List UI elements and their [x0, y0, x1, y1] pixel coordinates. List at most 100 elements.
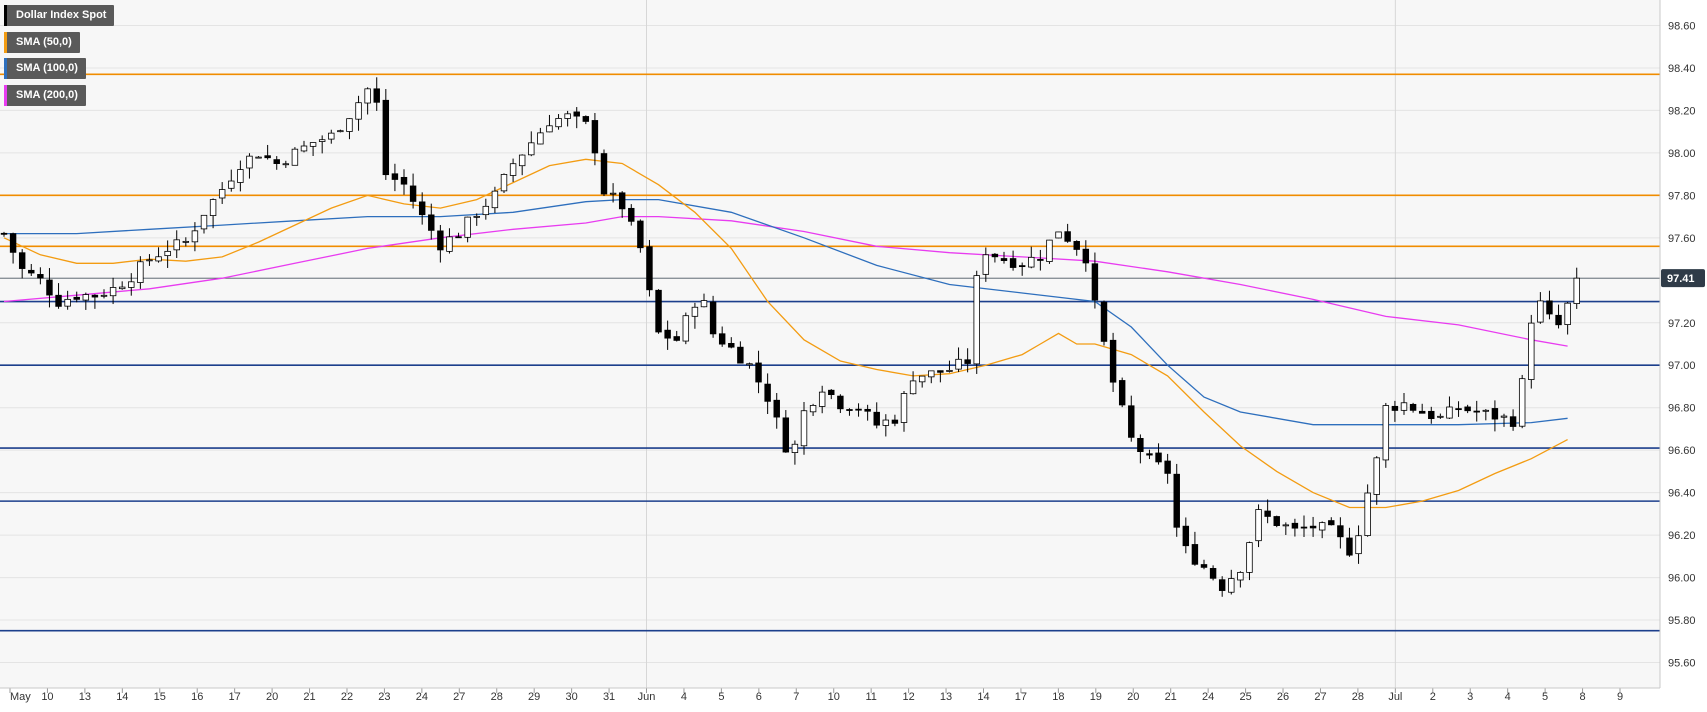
- legend-item-price[interactable]: Dollar Index Spot: [4, 5, 115, 26]
- candle-body-down: [418, 201, 426, 216]
- x-tick-label: 4: [1505, 691, 1511, 703]
- candle-body-up: [473, 215, 480, 218]
- x-tick-label: 17: [229, 691, 241, 703]
- candle-body-up: [146, 259, 153, 262]
- candle-body-down: [718, 333, 726, 345]
- candle-body-down: [18, 252, 26, 269]
- candle-body-down: [582, 116, 590, 122]
- candle-body-down: [1164, 460, 1171, 474]
- candle-body-down: [591, 120, 599, 154]
- candle-body-up: [1482, 409, 1490, 412]
- candle-body-up: [791, 443, 799, 454]
- candle-body-down: [1100, 301, 1108, 342]
- candle-body-down: [409, 185, 417, 202]
- candle-body-up: [546, 125, 553, 133]
- x-tick-label: 4: [681, 691, 687, 703]
- candle-body-up: [446, 236, 453, 252]
- legend-item-sma200[interactable]: SMA (200,0): [4, 85, 86, 106]
- candle-body-down: [428, 214, 435, 231]
- x-tick-label: 2: [1430, 691, 1436, 703]
- candle-body-up: [1028, 256, 1035, 268]
- candle-body-down: [1018, 265, 1026, 268]
- candle-body-up: [1573, 277, 1580, 304]
- sma50-line: [3, 158, 1568, 509]
- candle-body-down: [37, 274, 44, 279]
- y-tick-label: 98.40: [1668, 63, 1696, 75]
- candle-body-up: [609, 192, 617, 195]
- candle-body-down: [1146, 453, 1153, 456]
- candle-body-down: [1428, 410, 1435, 420]
- legend-label-sma50: SMA (50,0): [16, 36, 72, 48]
- x-tick-label: 31: [603, 691, 615, 703]
- candle-body-up: [1282, 524, 1290, 527]
- candle-body-down: [1218, 579, 1226, 591]
- x-tick-label: 22: [341, 691, 353, 703]
- x-tick-label: 24: [416, 691, 428, 703]
- x-tick-label: 30: [566, 691, 578, 703]
- candle-body-up: [355, 102, 362, 120]
- candle-body-down: [618, 192, 626, 210]
- candle-body-up: [946, 369, 953, 372]
- x-tick-label: 3: [1467, 691, 1473, 703]
- candle-body-down: [846, 409, 853, 411]
- candle-body-down: [1182, 525, 1190, 547]
- candle-body-down: [1409, 403, 1417, 411]
- legend-swatch-sma200: [4, 85, 7, 106]
- price-axis-background: [1660, 0, 1707, 712]
- candle-body-up: [228, 180, 235, 189]
- candle-body-down: [1309, 525, 1317, 529]
- candle-body-up: [1400, 402, 1408, 411]
- candle-body-up: [1446, 406, 1453, 419]
- candle-body-up: [1055, 231, 1062, 239]
- sma-layer: [3, 158, 1568, 509]
- candle-body-up: [500, 174, 508, 192]
- candle-body-up: [82, 294, 90, 301]
- x-tick-label: 26: [1277, 691, 1289, 703]
- candle-body-down: [709, 301, 717, 335]
- x-tick-label: 7: [793, 691, 799, 703]
- candle-body-up: [364, 88, 371, 104]
- candle-body-down: [1464, 406, 1471, 412]
- candle-body-up: [182, 240, 190, 243]
- candle-body-down: [991, 253, 999, 258]
- level-layer: [0, 73, 1660, 632]
- x-tick-label: 23: [378, 691, 390, 703]
- candle-body-up: [291, 148, 299, 166]
- candle-body-up: [491, 190, 499, 209]
- x-tick-label: 20: [266, 691, 278, 703]
- candle-body-up: [309, 142, 317, 147]
- last-price-label: 97.41: [1667, 273, 1695, 285]
- candle-body-down: [1091, 263, 1099, 301]
- candle-body-up: [1537, 300, 1544, 323]
- candle-body-up: [255, 156, 262, 159]
- x-tick-label: 28: [491, 691, 503, 703]
- candle-body-down: [573, 111, 580, 117]
- candle-body-down: [1273, 516, 1280, 526]
- sma200-line: [3, 215, 1568, 347]
- x-tick-label: 5: [1542, 691, 1548, 703]
- candle-body-down: [1509, 416, 1517, 427]
- candle-body-down: [1155, 452, 1162, 463]
- candle-body-down: [673, 336, 680, 341]
- candle-body-up: [100, 294, 108, 297]
- x-tick-label: 12: [902, 691, 914, 703]
- candle-body-down: [391, 173, 399, 180]
- legend-item-sma100[interactable]: SMA (100,0): [4, 58, 86, 79]
- legend-label-sma200: SMA (200,0): [16, 89, 78, 101]
- x-tick-label: 13: [940, 691, 952, 703]
- y-tick-label: 96.40: [1668, 488, 1696, 500]
- candle-body-up: [1255, 509, 1262, 542]
- candle-body-up: [928, 370, 935, 378]
- candle-body-up: [128, 281, 135, 288]
- legend-swatch-sma50: [4, 32, 7, 53]
- candle-body-down: [1082, 248, 1090, 264]
- candle-body-down: [1346, 537, 1353, 556]
- y-tick-label: 97.60: [1668, 233, 1696, 245]
- candle-body-down: [828, 389, 835, 396]
- candle-body-down: [28, 269, 35, 274]
- candle-body-up: [909, 380, 917, 395]
- legend-item-sma50[interactable]: SMA (50,0): [4, 32, 80, 53]
- x-tick-label: 9: [1617, 691, 1623, 703]
